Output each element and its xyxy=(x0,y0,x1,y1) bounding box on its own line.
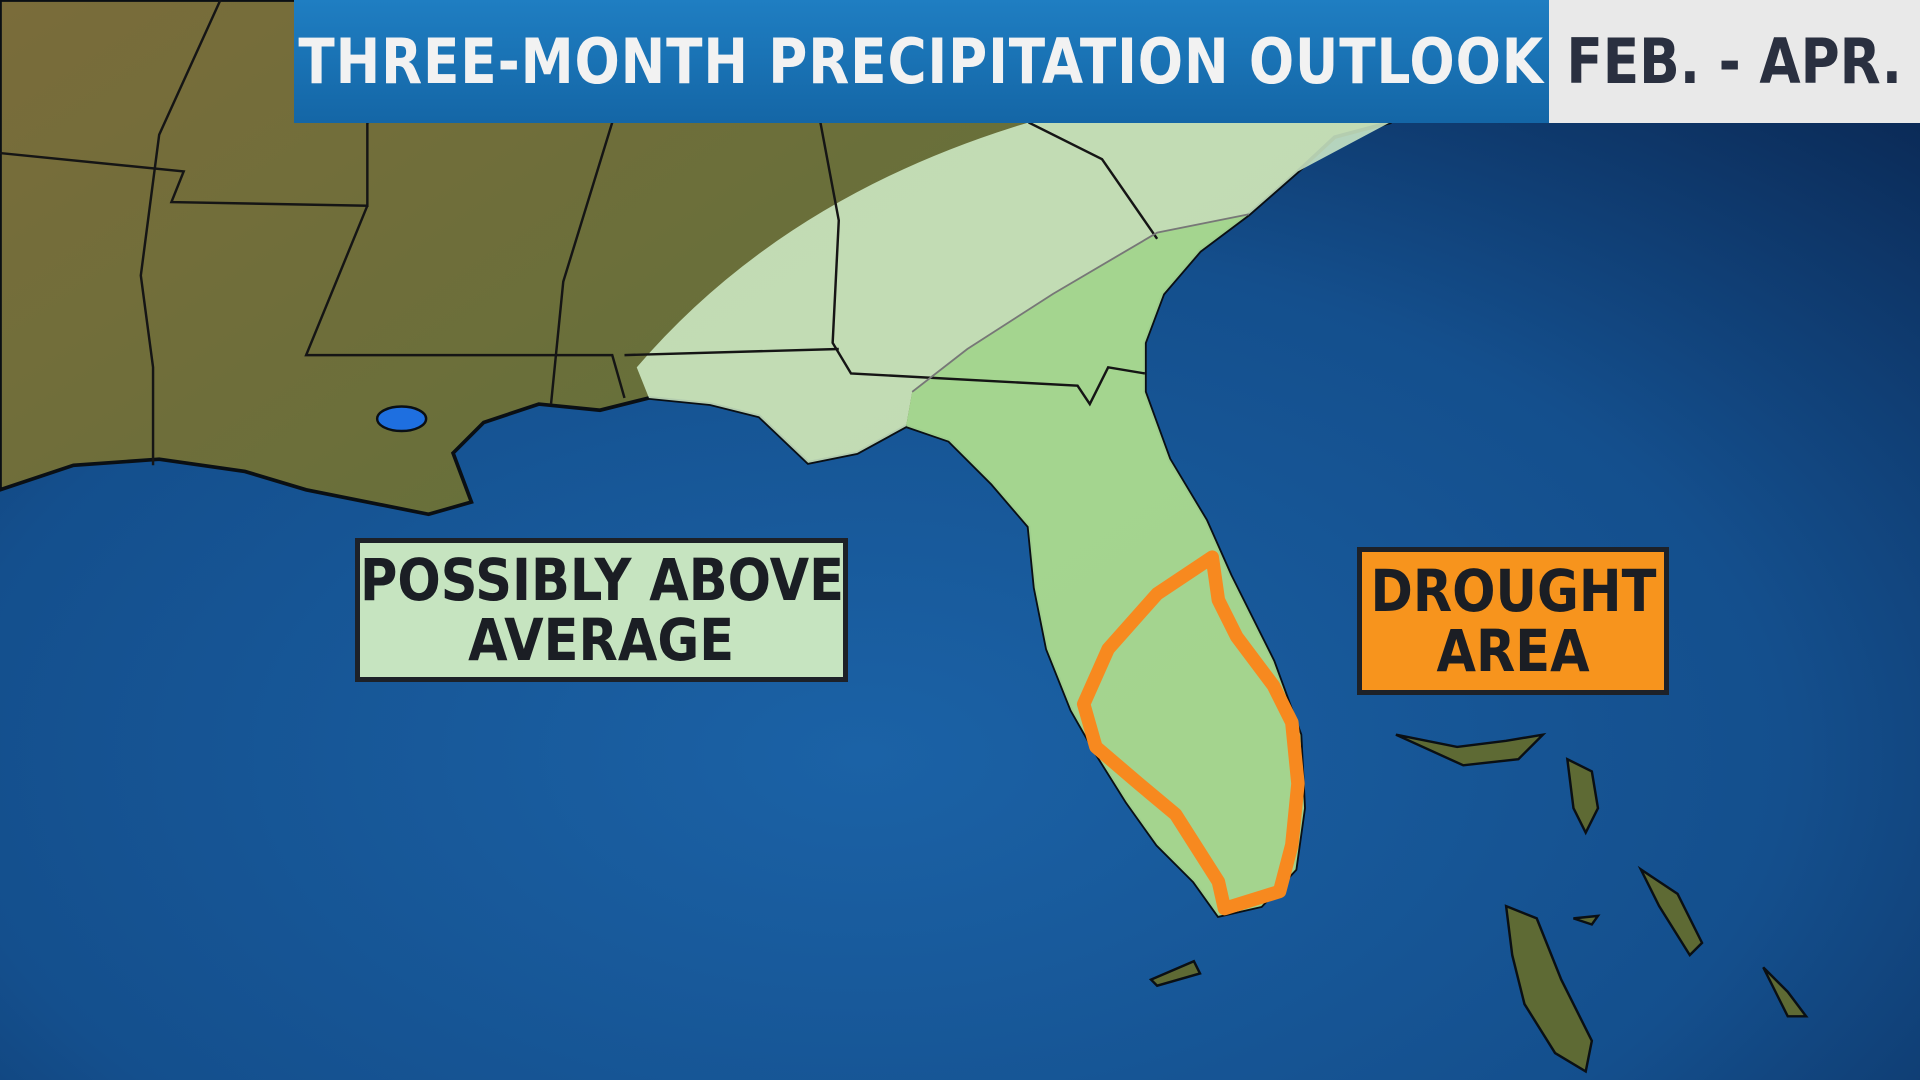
lake-pontchartrain xyxy=(375,405,428,433)
drought-line2: AREA xyxy=(1436,617,1590,685)
title-bar: THREE-MONTH PRECIPITATION OUTLOOK xyxy=(294,0,1549,123)
period-label: FEB. - APR. xyxy=(1566,25,1903,98)
drought-area-outline xyxy=(1076,550,1305,916)
drought-area-label: DROUGHT AREA xyxy=(1357,547,1669,695)
outlook-green-area xyxy=(906,214,1305,916)
bahamas-islands xyxy=(1148,732,1809,1074)
above-average-line2: AVERAGE xyxy=(468,606,735,674)
drought-line1: DROUGHT xyxy=(1370,557,1656,625)
period-box: FEB. - APR. xyxy=(1549,0,1920,123)
above-average-label: POSSIBLY ABOVE AVERAGE xyxy=(355,538,848,682)
map-title: THREE-MONTH PRECIPITATION OUTLOOK xyxy=(298,25,1545,98)
outlook-light-green-area xyxy=(636,122,1390,463)
above-average-line1: POSSIBLY ABOVE xyxy=(359,546,844,614)
outlook-category-border xyxy=(911,213,1250,393)
